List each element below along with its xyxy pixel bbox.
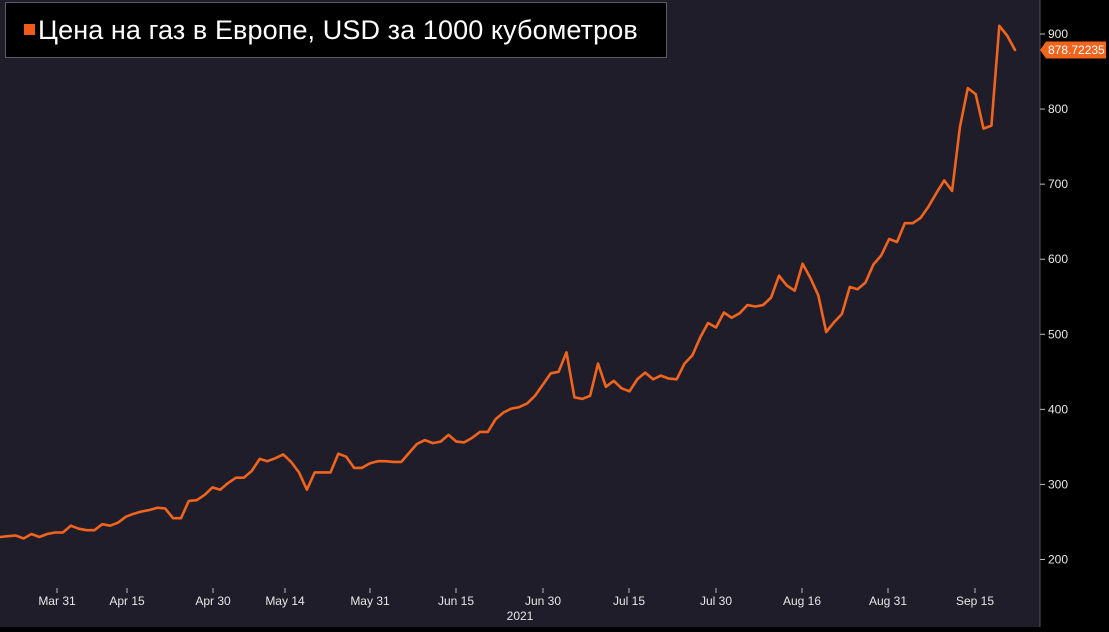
y-tick-label: 700	[1048, 177, 1068, 191]
y-tick-label: 200	[1048, 553, 1068, 567]
y-tick-label: 500	[1048, 327, 1068, 341]
y-tick-label: 800	[1048, 102, 1068, 116]
legend-swatch	[24, 24, 35, 35]
series-line	[0, 24, 1017, 540]
x-tick-label: Sep 15	[956, 594, 994, 608]
x-axis-year-label: 2021	[507, 609, 534, 623]
plot-background	[0, 0, 1040, 627]
chart-title-box: Цена на газ в Европе, USD за 1000 кубоме…	[5, 2, 667, 58]
axis-background	[1040, 0, 1109, 627]
chart-title: Цена на газ в Европе, USD за 1000 кубоме…	[38, 15, 638, 45]
x-tick-label: Jun 15	[438, 594, 474, 608]
x-tick-label: May 31	[350, 594, 390, 608]
x-tick-label: May 14	[265, 594, 305, 608]
x-tick-label: Aug 16	[783, 594, 821, 608]
x-tick-label: Aug 31	[869, 594, 907, 608]
y-axis-ticks: 200 300 400 500 600 700 800 900	[1040, 27, 1068, 567]
y-tick-label: 400	[1048, 402, 1068, 416]
y-tick-label: 900	[1048, 27, 1068, 41]
x-tick-label: Jun 30	[525, 594, 561, 608]
y-tick-label: 300	[1048, 477, 1068, 491]
x-tick-label: Apr 30	[195, 594, 231, 608]
x-tick-label: Jul 30	[700, 594, 732, 608]
x-tick-label: Mar 31	[38, 594, 76, 608]
x-tick-label: Apr 15	[109, 594, 145, 608]
last-value-badge: 878.72235	[1040, 41, 1106, 59]
last-value-label: 878.72235	[1048, 43, 1105, 57]
last-value-badge-shape	[1040, 41, 1106, 59]
x-axis-ticks: Mar 31 Apr 15 Apr 30 May 14 May 31 Jun 15 Jun …	[38, 588, 994, 608]
x-tick-label: Jul 15	[613, 594, 645, 608]
y-tick-label: 600	[1048, 252, 1068, 266]
